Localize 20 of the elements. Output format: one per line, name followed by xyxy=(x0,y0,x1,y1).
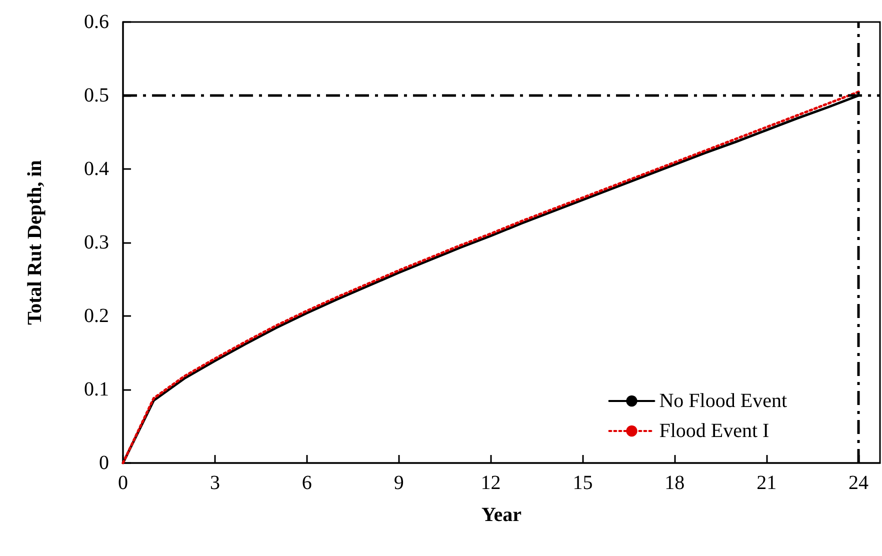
x-tick-label: 6 xyxy=(302,472,312,494)
y-tick-label: 0.6 xyxy=(84,11,109,33)
y-tick-label: 0.2 xyxy=(84,305,109,327)
x-axis-title: Year xyxy=(482,504,522,526)
x-tick-label: 15 xyxy=(572,472,593,494)
x-tick-label: 9 xyxy=(394,472,404,494)
x-tick-label: 12 xyxy=(480,472,501,494)
x-tick-label: 21 xyxy=(756,472,777,494)
x-tick-label: 0 xyxy=(118,472,128,494)
legend-label: Flood Event I xyxy=(659,420,770,442)
y-axis-title: Total Rut Depth, in xyxy=(24,160,46,325)
y-tick-label: 0.3 xyxy=(84,232,109,254)
legend-label: No Flood Event xyxy=(659,390,788,412)
y-tick-label: 0.1 xyxy=(84,378,109,400)
x-tick-label: 3 xyxy=(210,472,220,494)
x-tick-label: 18 xyxy=(664,472,685,494)
y-tick-label: 0 xyxy=(99,452,109,474)
y-tick-label: 0.5 xyxy=(84,84,109,106)
x-tick-label: 24 xyxy=(848,472,869,494)
y-tick-label: 0.4 xyxy=(84,158,109,180)
